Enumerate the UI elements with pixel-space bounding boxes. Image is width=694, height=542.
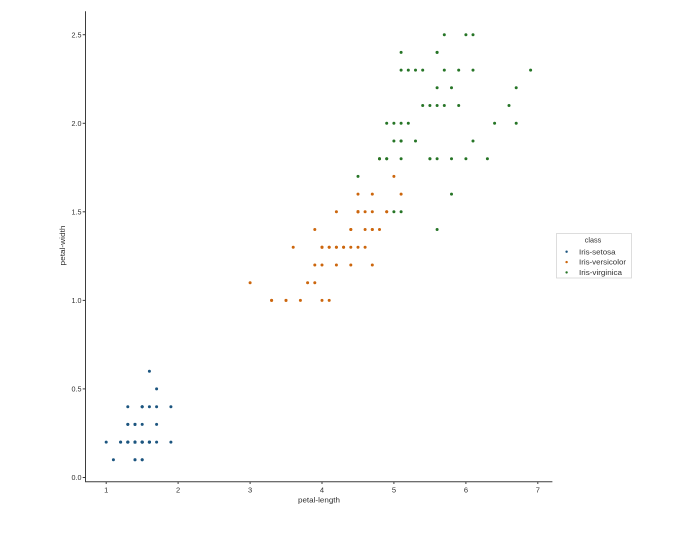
svg-text:petal-width: petal-width — [58, 226, 67, 266]
svg-text:5: 5 — [392, 486, 396, 495]
svg-text:2.5: 2.5 — [72, 30, 82, 39]
svg-text:6: 6 — [464, 486, 468, 495]
svg-text:1.0: 1.0 — [72, 296, 82, 305]
svg-text:1: 1 — [104, 486, 108, 495]
svg-text:class: class — [585, 236, 602, 245]
svg-text:2: 2 — [176, 486, 180, 495]
svg-text:1.5: 1.5 — [72, 208, 82, 217]
svg-text:Iris-versicolor: Iris-versicolor — [579, 258, 627, 267]
svg-text:Iris-virginica: Iris-virginica — [579, 268, 623, 277]
svg-text:0.0: 0.0 — [72, 473, 82, 482]
svg-text:7: 7 — [536, 486, 540, 495]
svg-text:Iris-setosa: Iris-setosa — [579, 247, 616, 256]
svg-text:3: 3 — [248, 486, 252, 495]
svg-text:2.0: 2.0 — [72, 119, 82, 128]
svg-text:0.5: 0.5 — [72, 385, 82, 394]
svg-text:petal-length: petal-length — [298, 496, 340, 505]
svg-text:4: 4 — [320, 486, 324, 495]
